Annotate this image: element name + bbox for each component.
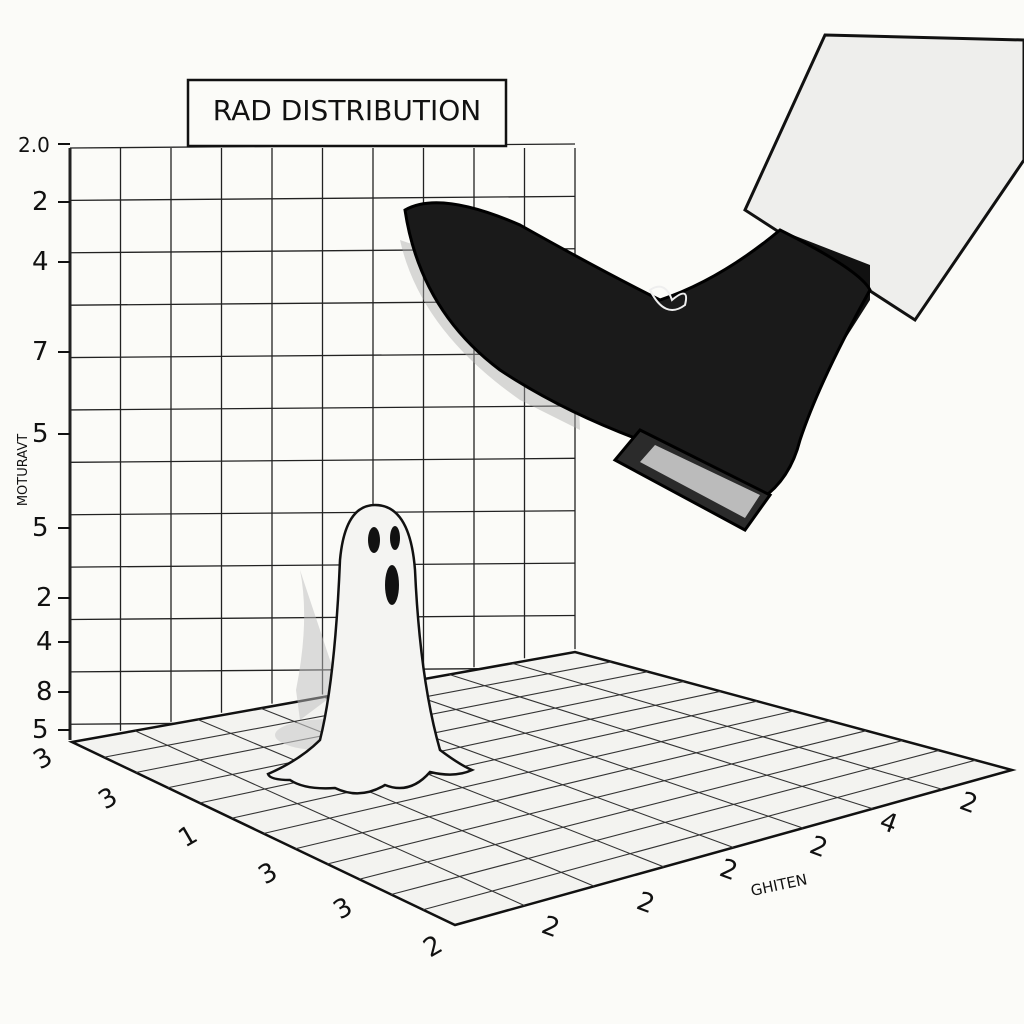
title-box [186, 78, 508, 148]
grid-line [69, 195, 576, 202]
shoe [403, 201, 872, 502]
ghost-back-shadow [296, 570, 340, 720]
y-tick-label: 7 [32, 337, 49, 367]
grid-line [69, 562, 576, 568]
y-tick-label: 5 [32, 513, 49, 543]
y-tick-label: 2 [32, 187, 49, 217]
shoelace [648, 285, 688, 311]
y-tick-label: 5 [32, 419, 49, 449]
grid-line [69, 614, 576, 621]
y-tick-label: 8 [36, 677, 53, 707]
ghost-mouth [385, 565, 399, 605]
ghost-body [266, 503, 476, 795]
floor-line [295, 720, 831, 850]
grid-line [69, 457, 576, 463]
foot [400, 33, 1024, 532]
floor-line [199, 690, 721, 804]
y-tick-label: 2 [36, 583, 53, 613]
y-tick-label: 5 [32, 715, 49, 745]
floor-line [359, 739, 903, 880]
floor-line [422, 759, 976, 911]
floor-line [231, 700, 758, 819]
floor-line [327, 730, 867, 865]
grid-line [69, 405, 576, 411]
y-tick-label: 4 [36, 627, 53, 657]
ghost-eye [390, 526, 400, 550]
ghost-eye [368, 527, 380, 553]
heel-sole [640, 445, 760, 518]
y-axis-label: MOTURAVT [16, 434, 31, 506]
y-tick-label: 2.0 [18, 133, 50, 157]
grid-line [69, 510, 576, 516]
floor-line [391, 749, 940, 896]
ghost [266, 503, 476, 795]
y-tick-label: 4 [32, 247, 49, 277]
floor-line [263, 710, 794, 835]
floor-grid [67, 650, 1017, 927]
title: RAD DISTRIBUTION [213, 94, 481, 127]
